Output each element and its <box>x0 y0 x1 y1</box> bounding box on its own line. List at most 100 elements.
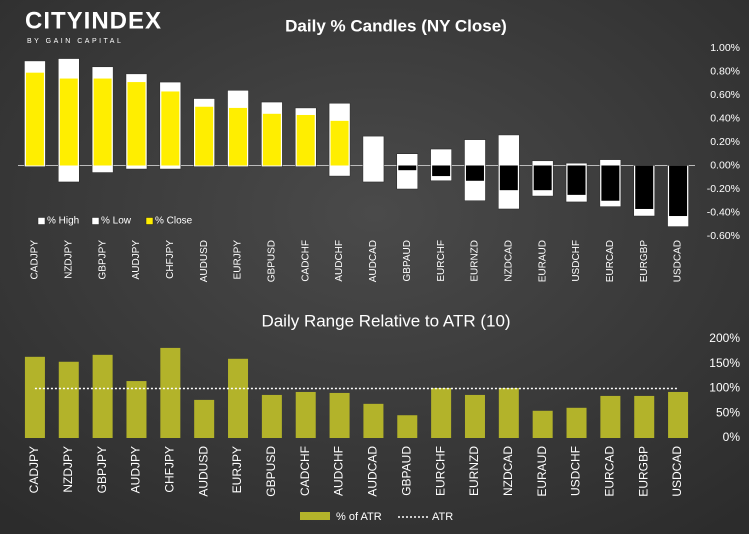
close-bar <box>567 165 586 195</box>
close-bar <box>533 165 552 191</box>
x-tick-label: NZDJPY <box>63 240 74 279</box>
close-bar <box>465 165 484 181</box>
legend-swatch <box>91 217 100 225</box>
x-tick-label: EURCAD <box>603 446 617 497</box>
close-bar <box>398 165 417 171</box>
y-tick-label: -0.20% <box>707 183 740 195</box>
x-tick-label: AUDUSD <box>199 240 210 282</box>
x-tick-label: NZDCAD <box>503 240 514 282</box>
x-tick-label: USDCAD <box>673 240 684 282</box>
x-tick-label: EURCHF <box>436 240 447 282</box>
bar <box>634 395 655 438</box>
y-tick-label: 50% <box>716 405 740 419</box>
x-tick-label: CADJPY <box>30 240 41 280</box>
x-tick-label: AUDCHF <box>332 446 346 496</box>
close-bar <box>330 120 349 166</box>
y-tick-label: 0.60% <box>710 89 740 101</box>
close-bar <box>432 165 451 177</box>
y-tick-label: -0.60% <box>707 230 740 242</box>
x-tick-label: GBPJPY <box>95 446 109 493</box>
x-tick-label: USDCHF <box>571 240 582 282</box>
x-tick-label: GBPJPY <box>97 240 108 280</box>
logo: CITYINDEX <box>25 7 162 34</box>
y-tick-label: 0% <box>723 430 741 444</box>
close-bar <box>127 82 146 166</box>
x-tick-label: GBPUSD <box>264 446 278 497</box>
close-bar <box>601 165 620 201</box>
x-tick-label: EURAUD <box>535 446 549 497</box>
y-tick-label: 0.40% <box>710 112 740 124</box>
bar <box>228 358 249 438</box>
x-tick-label: NZDCAD <box>501 446 515 496</box>
bar <box>58 361 79 438</box>
high-low-box <box>396 153 419 190</box>
y-tick-label: -0.40% <box>707 206 740 218</box>
x-tick-label: EURCHF <box>433 446 447 496</box>
bar <box>126 381 147 438</box>
bar <box>194 399 215 438</box>
x-tick-label: CHFJPY <box>165 240 176 279</box>
x-tick-label: AUDJPY <box>131 240 142 280</box>
x-tick-label: GBPAUD <box>402 240 413 282</box>
y-tick-label: 0.80% <box>710 65 740 77</box>
close-bar <box>296 114 315 166</box>
x-tick-label: EURJPY <box>233 240 244 280</box>
x-tick-label: NZDJPY <box>61 446 75 493</box>
bar <box>295 391 316 438</box>
x-tick-label: EURGBP <box>636 446 650 497</box>
x-tick-label: USDCHF <box>569 446 583 496</box>
bar <box>668 391 689 438</box>
x-tick-label: AUDUSD <box>196 446 210 497</box>
bar <box>92 354 113 438</box>
close-bar <box>59 78 78 166</box>
legend-swatch <box>37 217 46 225</box>
close-bar <box>25 72 44 166</box>
bar <box>329 392 350 438</box>
x-tick-label: GBPAUD <box>399 446 413 496</box>
bar <box>566 407 587 438</box>
x-tick-label: AUDJPY <box>129 446 143 493</box>
x-tick-label: CADCHF <box>300 240 311 282</box>
x-tick-label: CHFJPY <box>162 446 176 493</box>
bar <box>261 394 282 438</box>
bar <box>532 410 553 438</box>
logo-tagline: BY GAIN CAPITAL <box>27 38 123 45</box>
bar <box>498 388 519 438</box>
x-tick-label: AUDCHF <box>334 240 345 282</box>
x-tick-label: USDCAD <box>670 446 684 497</box>
y-tick-label: 100% <box>709 381 740 395</box>
x-tick-label: CADJPY <box>27 446 41 493</box>
chart-title: Daily Range Relative to ATR (10) <box>261 311 510 330</box>
legend-label: % of ATR <box>336 511 382 523</box>
y-tick-label: 0.00% <box>710 159 740 171</box>
legend-label: ATR <box>432 511 453 523</box>
x-tick-label: EURCAD <box>605 240 616 282</box>
bar <box>363 403 384 438</box>
bar <box>464 394 485 438</box>
x-tick-label: AUDCAD <box>366 446 380 497</box>
y-tick-label: 0.20% <box>710 136 740 148</box>
legend-swatch <box>145 217 154 225</box>
close-bar <box>195 106 214 166</box>
x-tick-label: EURNZD <box>470 240 481 282</box>
y-tick-label: 150% <box>709 356 740 370</box>
x-tick-label: GBPUSD <box>267 240 278 282</box>
y-tick-label: 1.00% <box>710 42 740 54</box>
bar <box>600 395 621 438</box>
close-bar <box>229 107 248 166</box>
close-bar <box>499 165 518 191</box>
bar <box>160 347 181 438</box>
high-low-box <box>362 135 385 183</box>
close-bar <box>262 113 281 166</box>
legend-swatch <box>300 512 330 520</box>
bar <box>24 356 45 438</box>
legend-label: % High <box>47 216 79 227</box>
x-tick-label: CADCHF <box>298 446 312 496</box>
y-tick-label: 200% <box>709 331 740 345</box>
legend-label: % Close <box>155 216 193 227</box>
x-tick-label: EURGBP <box>639 240 650 283</box>
x-tick-label: EURJPY <box>230 446 244 493</box>
